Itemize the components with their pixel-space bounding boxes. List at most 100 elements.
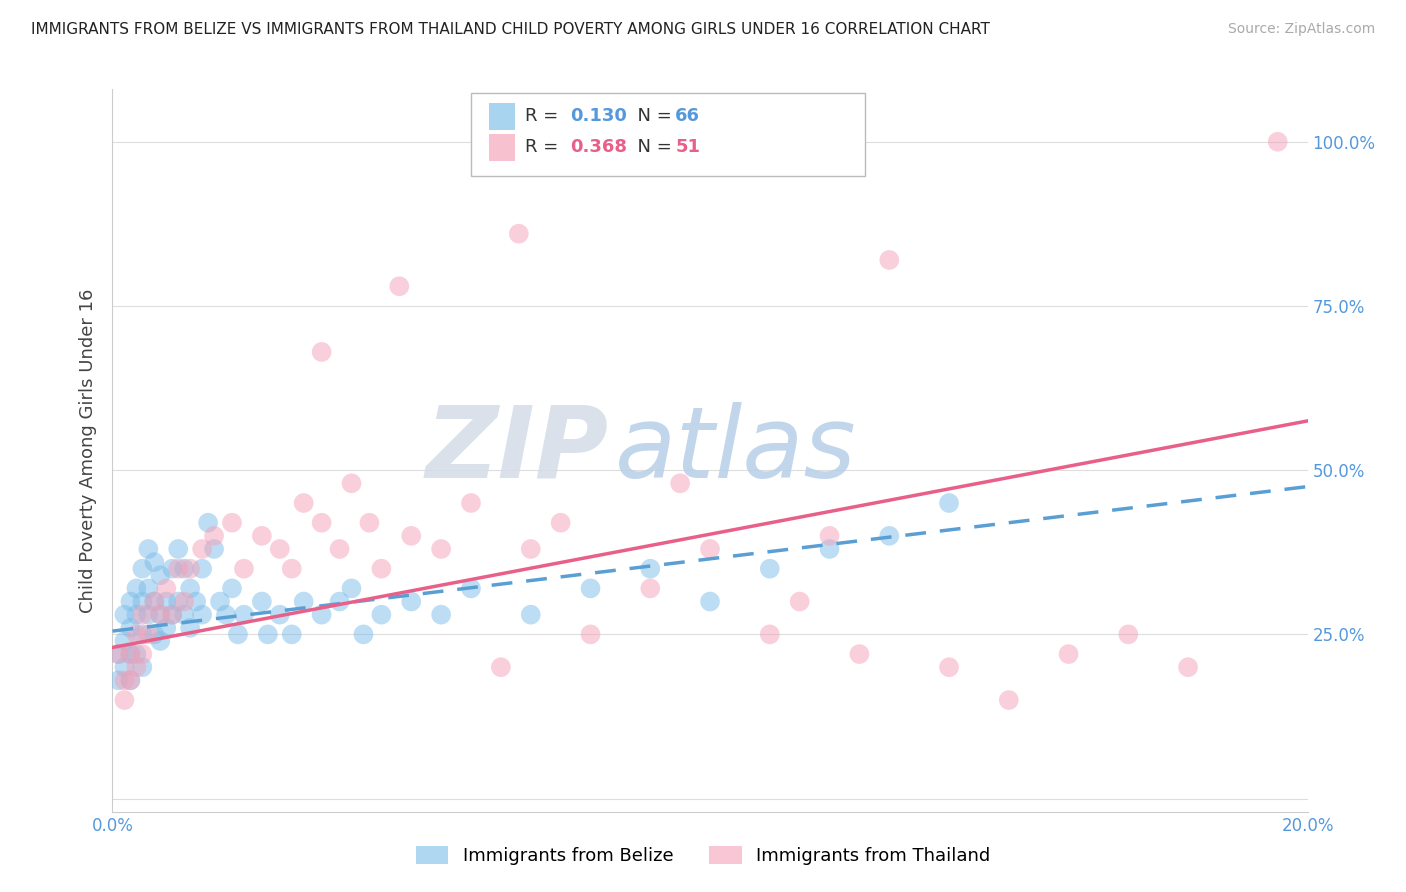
Point <box>143 627 166 641</box>
Point <box>998 693 1021 707</box>
Point <box>131 660 153 674</box>
Point <box>125 627 148 641</box>
Point <box>879 529 901 543</box>
Point <box>550 516 572 530</box>
Point <box>173 594 195 608</box>
Point <box>179 562 201 576</box>
Point <box>388 279 411 293</box>
Point <box>149 634 172 648</box>
Point <box>938 496 960 510</box>
Bar <box>489 103 515 130</box>
Point <box>125 582 148 596</box>
Point <box>143 594 166 608</box>
Point <box>138 607 160 622</box>
Point <box>818 529 841 543</box>
Point <box>311 345 333 359</box>
Text: N =: N = <box>627 138 678 156</box>
Point <box>197 516 219 530</box>
Point <box>460 582 482 596</box>
Point <box>789 594 811 608</box>
Text: IMMIGRANTS FROM BELIZE VS IMMIGRANTS FROM THAILAND CHILD POVERTY AMONG GIRLS UND: IMMIGRANTS FROM BELIZE VS IMMIGRANTS FRO… <box>31 22 990 37</box>
Point <box>179 621 201 635</box>
Point <box>292 496 315 510</box>
Point <box>120 647 142 661</box>
Point <box>167 562 190 576</box>
Point <box>120 673 142 688</box>
Point <box>149 607 172 622</box>
Point <box>1177 660 1199 674</box>
Point <box>114 693 135 707</box>
Point <box>221 516 243 530</box>
Point <box>311 516 333 530</box>
Point <box>311 607 333 622</box>
Point <box>401 529 423 543</box>
Point <box>167 594 190 608</box>
Point <box>1057 647 1080 661</box>
Point <box>138 541 160 556</box>
Point <box>131 594 153 608</box>
Point <box>107 647 129 661</box>
Point <box>848 647 870 661</box>
Point <box>281 627 304 641</box>
Point <box>202 529 225 543</box>
Point <box>131 607 153 622</box>
Point <box>401 594 423 608</box>
Point <box>120 594 142 608</box>
Point <box>340 582 363 596</box>
Point <box>250 529 273 543</box>
Point <box>191 541 214 556</box>
Point <box>699 541 721 556</box>
Point <box>520 607 543 622</box>
Text: 0.130: 0.130 <box>571 107 627 125</box>
Point <box>370 562 392 576</box>
Point <box>167 541 190 556</box>
Point <box>143 555 166 569</box>
Text: 51: 51 <box>675 138 700 156</box>
Point <box>221 582 243 596</box>
Text: atlas: atlas <box>614 402 856 499</box>
Point <box>162 562 183 576</box>
Point <box>131 562 153 576</box>
Point <box>329 594 352 608</box>
Point <box>215 607 238 622</box>
Point <box>186 594 208 608</box>
Point <box>173 607 195 622</box>
Point <box>359 516 381 530</box>
Point <box>107 647 129 661</box>
Point <box>125 660 148 674</box>
Point <box>120 647 142 661</box>
Point <box>699 594 721 608</box>
Legend: Immigrants from Belize, Immigrants from Thailand: Immigrants from Belize, Immigrants from … <box>408 838 998 872</box>
Point <box>1118 627 1140 641</box>
Point <box>149 568 172 582</box>
Text: N =: N = <box>627 107 678 125</box>
Point <box>191 562 214 576</box>
Point <box>879 252 901 267</box>
Point <box>938 660 960 674</box>
Point <box>292 594 315 608</box>
Point <box>508 227 530 241</box>
Point <box>114 607 135 622</box>
Point <box>579 627 602 641</box>
Point <box>430 541 453 556</box>
Point <box>202 541 225 556</box>
Point <box>138 582 160 596</box>
Text: 66: 66 <box>675 107 700 125</box>
Point <box>759 562 782 576</box>
Point <box>173 562 195 576</box>
Point <box>640 562 662 576</box>
Text: R =: R = <box>524 138 564 156</box>
Point <box>114 634 135 648</box>
Point <box>269 541 291 556</box>
Point <box>370 607 392 622</box>
Point <box>162 607 183 622</box>
Point <box>209 594 232 608</box>
Point <box>120 621 142 635</box>
Point <box>640 582 662 596</box>
Point <box>281 562 304 576</box>
Point <box>162 607 183 622</box>
Point <box>233 607 256 622</box>
Point <box>149 607 172 622</box>
Point <box>155 621 177 635</box>
Point <box>669 476 692 491</box>
